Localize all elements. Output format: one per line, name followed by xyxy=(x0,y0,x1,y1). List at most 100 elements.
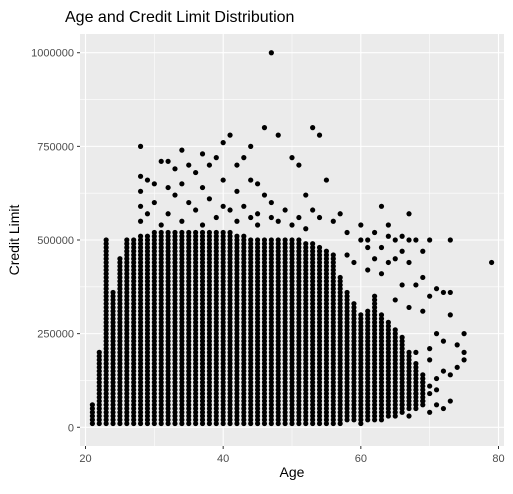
data-point xyxy=(282,271,288,277)
data-point xyxy=(316,353,323,359)
data-point xyxy=(151,379,157,385)
data-point xyxy=(144,383,151,389)
data-point xyxy=(344,342,350,348)
data-point xyxy=(268,323,274,329)
data-point xyxy=(234,241,240,247)
data-point xyxy=(344,229,350,236)
data-point xyxy=(378,402,385,408)
data-point xyxy=(186,274,192,281)
data-point xyxy=(144,413,151,419)
data-point xyxy=(454,364,460,370)
data-point xyxy=(344,252,350,258)
data-point xyxy=(151,293,157,299)
data-point xyxy=(289,379,295,385)
data-point xyxy=(165,420,171,427)
data-point xyxy=(137,357,144,363)
data-point xyxy=(213,379,219,385)
data-point xyxy=(413,372,419,378)
data-point xyxy=(385,405,391,412)
data-point xyxy=(117,308,123,314)
data-point xyxy=(227,361,233,367)
data-point xyxy=(268,353,274,359)
data-point xyxy=(310,286,316,292)
data-point xyxy=(144,259,151,266)
data-point xyxy=(96,349,102,355)
data-point xyxy=(358,342,364,348)
data-point xyxy=(103,390,109,397)
data-point xyxy=(158,263,164,269)
data-point xyxy=(296,372,302,378)
data-point xyxy=(275,256,281,262)
data-point xyxy=(296,271,302,277)
data-point xyxy=(220,244,226,251)
data-point xyxy=(179,338,185,344)
data-point xyxy=(358,349,364,355)
data-point xyxy=(392,237,398,243)
data-point xyxy=(124,282,130,288)
data-point xyxy=(303,420,309,427)
data-point xyxy=(131,271,137,277)
data-point xyxy=(103,409,109,415)
data-point xyxy=(248,364,254,370)
data-point xyxy=(199,338,206,344)
data-point xyxy=(206,323,213,329)
data-point xyxy=(358,379,364,385)
data-point xyxy=(151,372,157,378)
data-point xyxy=(241,402,247,408)
data-point xyxy=(433,331,440,337)
data-point xyxy=(261,316,268,322)
data-point xyxy=(365,342,371,348)
data-point xyxy=(110,398,116,404)
data-point xyxy=(186,278,192,284)
data-point xyxy=(137,402,144,408)
data-point xyxy=(268,331,274,337)
data-point xyxy=(406,398,412,404)
data-point xyxy=(117,379,123,385)
chart-title: Age and Credit Limit Distribution xyxy=(65,9,294,26)
data-point xyxy=(303,334,309,340)
data-point xyxy=(151,304,157,311)
data-point xyxy=(378,323,385,329)
data-point xyxy=(289,308,295,314)
data-point xyxy=(131,353,137,359)
data-point xyxy=(378,394,385,400)
data-point xyxy=(261,259,268,266)
data-point xyxy=(96,361,102,367)
data-point xyxy=(165,372,171,378)
data-point xyxy=(165,319,171,325)
data-point xyxy=(365,331,371,337)
data-point xyxy=(117,357,123,363)
data-point xyxy=(234,417,240,423)
data-point xyxy=(165,248,171,254)
data-point xyxy=(289,342,295,348)
data-point xyxy=(254,323,261,329)
data-point xyxy=(316,244,323,251)
data-point xyxy=(330,256,336,262)
data-point xyxy=(296,405,302,412)
data-point xyxy=(392,390,398,397)
data-point xyxy=(323,361,330,367)
data-point xyxy=(365,349,371,355)
data-point xyxy=(296,312,302,318)
data-point xyxy=(330,402,336,408)
data-point xyxy=(337,289,343,296)
data-point xyxy=(316,405,323,412)
data-point xyxy=(337,394,343,400)
data-point xyxy=(151,181,157,187)
data-point xyxy=(124,241,130,247)
data-point xyxy=(131,405,137,412)
data-point xyxy=(337,361,343,367)
data-point xyxy=(385,387,391,393)
data-point xyxy=(186,405,192,412)
data-point xyxy=(234,338,240,344)
data-point xyxy=(447,398,453,404)
data-point xyxy=(358,327,364,333)
data-point xyxy=(413,364,419,370)
data-point xyxy=(220,293,226,299)
data-point xyxy=(151,413,157,419)
data-point xyxy=(296,286,302,292)
data-point xyxy=(137,346,144,352)
data-point xyxy=(103,387,109,393)
data-point xyxy=(330,331,336,337)
data-point xyxy=(296,308,302,314)
